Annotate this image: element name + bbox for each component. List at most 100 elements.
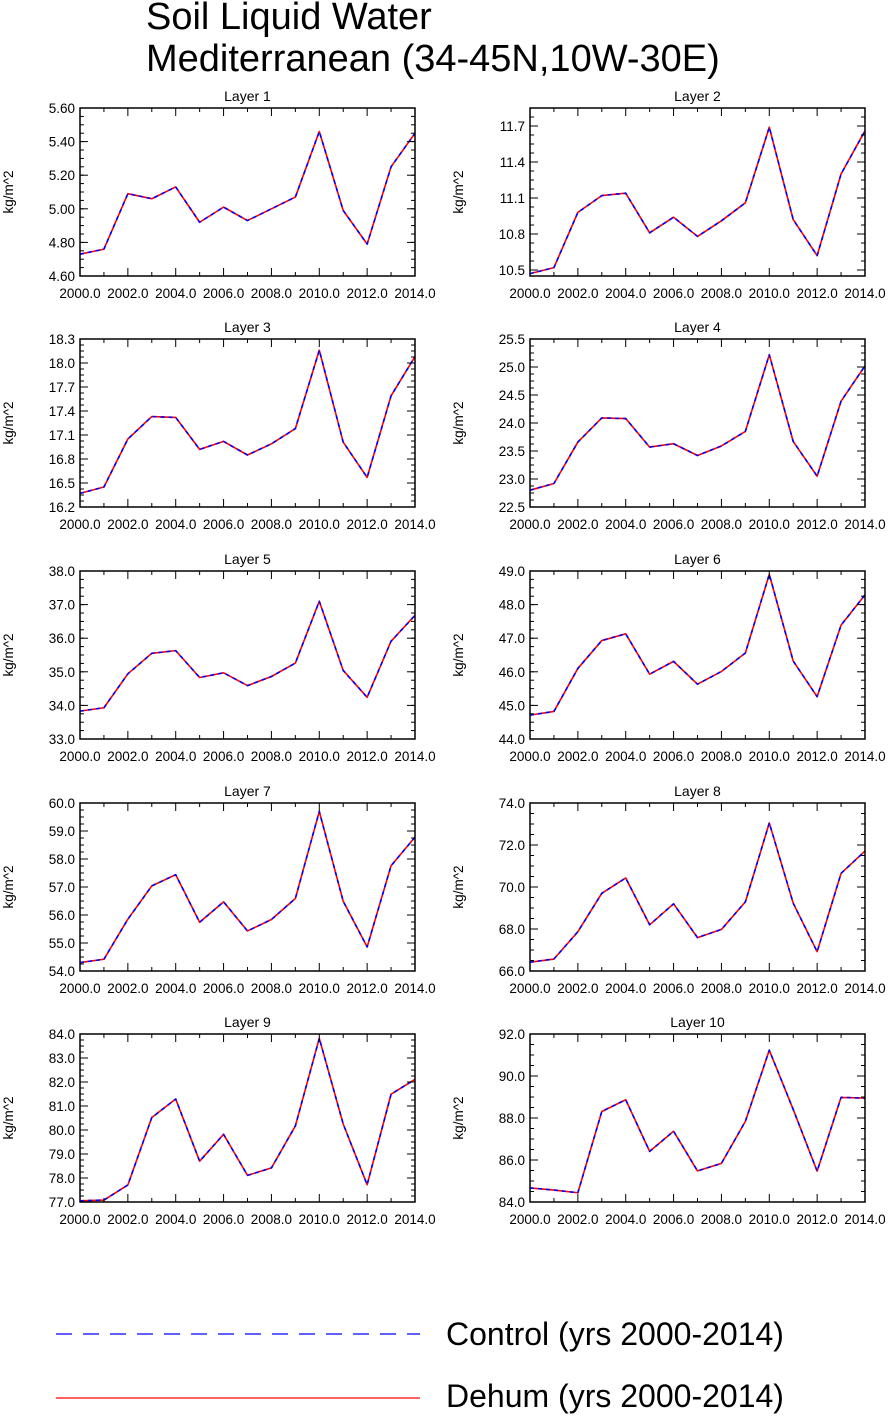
layer-1-title: Layer 1 xyxy=(224,88,271,104)
layer-9-control-line xyxy=(79,1037,416,1202)
layer-8-ytick-label: 74.0 xyxy=(499,796,525,811)
layer-8-dehum-line xyxy=(529,822,866,963)
layer-1-xtick-label: 2004.0 xyxy=(155,286,196,301)
layer-2-ytick-label: 10.8 xyxy=(499,227,525,242)
layer-10-xtick-label: 2000.0 xyxy=(509,1212,550,1227)
layer-3-ylabel: kg/m^2 xyxy=(1,401,16,444)
layer-8-title: Layer 8 xyxy=(674,783,721,799)
layer-2-xtick-label: 2010.0 xyxy=(749,286,790,301)
layer-8-ytick-label: 70.0 xyxy=(499,880,525,895)
layer-7-title: Layer 7 xyxy=(224,783,271,799)
layer-3-xtick-label: 2008.0 xyxy=(251,517,292,532)
layer-8-xtick-label: 2014.0 xyxy=(844,981,885,996)
layer-3-xtick-label: 2000.0 xyxy=(59,517,100,532)
layer-9-title: Layer 9 xyxy=(224,1014,271,1030)
legend: Control (yrs 2000-2014) Dehum (yrs 2000-… xyxy=(56,1316,784,1414)
layer-5-xtick-label: 2010.0 xyxy=(299,749,340,764)
layer-3-ytick-label: 17.7 xyxy=(49,380,75,395)
layer-7-panel: 2000.0 2002.0 2004.0 2006.0 2008.0 2010.0 2012… xyxy=(1,783,436,996)
layer-6-ytick-label: 46.0 xyxy=(499,665,525,680)
layer-2-xtick-label: 2012.0 xyxy=(796,286,837,301)
layer-3-plot-frame xyxy=(79,338,416,508)
layer-8-ylabel: kg/m^2 xyxy=(451,865,466,908)
layer-9-ytick-label: 81.0 xyxy=(49,1099,75,1114)
layer-7-ytick-label: 56.0 xyxy=(49,908,75,923)
layer-5-xtick-label: 2000.0 xyxy=(59,749,100,764)
layer-7-xtick-label: 2000.0 xyxy=(59,981,100,996)
layer-7-xtick-label: 2014.0 xyxy=(394,981,435,996)
layer-5-xtick-label: 2008.0 xyxy=(251,749,292,764)
layer-7-xtick-label: 2010.0 xyxy=(299,981,340,996)
layer-4-ytick-label: 23.5 xyxy=(499,444,525,459)
layer-2-title: Layer 2 xyxy=(674,88,721,104)
layer-1-xtick-label: 2012.0 xyxy=(346,286,387,301)
layer-3-xtick-label: 2002.0 xyxy=(107,517,148,532)
layer-7-xtick-label: 2012.0 xyxy=(346,981,387,996)
chart-title: Soil Liquid Water Mediterranean (34-45N,… xyxy=(146,0,720,80)
layer-2-ytick-label: 11.1 xyxy=(500,191,525,206)
layer-10-plot-frame xyxy=(529,1033,866,1203)
layer-5-ytick-label: 34.0 xyxy=(49,698,75,713)
layer-1-ytick-label: 5.60 xyxy=(49,101,75,116)
layer-6-xtick-label: 2002.0 xyxy=(557,749,598,764)
layer-3-ytick-label: 16.8 xyxy=(49,452,75,467)
legend-label-dehum: Dehum (yrs 2000-2014) xyxy=(446,1378,784,1414)
layer-4-ylabel: kg/m^2 xyxy=(451,401,466,444)
layer-5-ytick-label: 33.0 xyxy=(49,732,75,747)
layer-3-ytick-label: 17.1 xyxy=(49,428,75,443)
layer-8-xtick-label: 2010.0 xyxy=(749,981,790,996)
layer-3-ytick-label: 18.3 xyxy=(49,332,75,347)
layer-7-xtick-label: 2006.0 xyxy=(203,981,244,996)
layer-4-ytick-label: 25.5 xyxy=(499,332,525,347)
layer-7-ytick-label: 55.0 xyxy=(49,936,75,951)
layer-3-ytick-label: 17.4 xyxy=(49,404,76,419)
layer-7-ytick-label: 60.0 xyxy=(49,796,75,811)
layer-2-ytick-label: 11.4 xyxy=(500,155,526,170)
layer-4-ytick-label: 23.0 xyxy=(499,472,525,487)
layer-6-xtick-label: 2010.0 xyxy=(749,749,790,764)
layer-6-xtick-label: 2012.0 xyxy=(796,749,837,764)
layer-1-xtick-label: 2006.0 xyxy=(203,286,244,301)
layer-8-xtick-label: 2004.0 xyxy=(605,981,646,996)
layer-7-ytick-label: 58.0 xyxy=(49,852,75,867)
layer-9-xtick-label: 2014.0 xyxy=(394,1212,435,1227)
layer-9-dehum-line xyxy=(79,1037,416,1202)
layer-6-ytick-label: 45.0 xyxy=(499,698,525,713)
layer-10-panel: 2000.0 2002.0 2004.0 2006.0 2008.0 2010.0 2012… xyxy=(451,1014,886,1227)
layer-1-panel: 2000.0 2002.0 2004.0 2006.0 2008.0 2010.0 2012… xyxy=(1,88,436,301)
layer-10-xtick-label: 2002.0 xyxy=(557,1212,598,1227)
layer-5-ytick-label: 37.0 xyxy=(49,598,75,613)
layer-6-xtick-label: 2000.0 xyxy=(509,749,550,764)
layer-9-ylabel: kg/m^2 xyxy=(1,1096,16,1139)
layer-4-xtick-label: 2006.0 xyxy=(653,517,694,532)
layer-1-xtick-label: 2010.0 xyxy=(299,286,340,301)
layer-8-ytick-label: 66.0 xyxy=(499,964,525,979)
layer-1-dehum-line xyxy=(79,130,416,255)
layer-9-ytick-label: 79.0 xyxy=(49,1147,75,1162)
layer-2-xtick-label: 2000.0 xyxy=(509,286,550,301)
layer-3-ytick-label: 16.5 xyxy=(49,476,75,491)
layer-3-xtick-label: 2010.0 xyxy=(299,517,340,532)
layer-1-xtick-label: 2000.0 xyxy=(59,286,100,301)
layer-8-control-line xyxy=(529,822,866,963)
layer-3-ytick-label: 16.2 xyxy=(49,500,75,515)
title-line-2: Mediterranean (34-45N,10W-30E) xyxy=(146,38,720,80)
layer-8-xtick-label: 2000.0 xyxy=(509,981,550,996)
layer-5-ytick-label: 35.0 xyxy=(49,665,75,680)
layer-8-ytick-label: 72.0 xyxy=(499,838,525,853)
layer-5-xtick-label: 2006.0 xyxy=(203,749,244,764)
panels-group: 2000.0 2002.0 2004.0 2006.0 2008.0 2010.0 2012… xyxy=(1,88,886,1227)
layer-2-ylabel: kg/m^2 xyxy=(451,170,466,213)
layer-9-ytick-label: 80.0 xyxy=(49,1123,75,1138)
layer-4-plot-frame xyxy=(529,338,866,508)
layer-10-xtick-label: 2006.0 xyxy=(653,1212,694,1227)
layer-6-ytick-label: 47.0 xyxy=(499,631,525,646)
layer-3-xtick-label: 2012.0 xyxy=(346,517,387,532)
layer-10-dehum-line xyxy=(529,1049,866,1194)
layer-4-ytick-label: 24.0 xyxy=(499,416,525,431)
layer-10-title: Layer 10 xyxy=(670,1014,725,1030)
layer-8-ytick-label: 68.0 xyxy=(499,922,525,937)
layer-4-ytick-label: 24.5 xyxy=(499,388,525,403)
layer-7-control-line xyxy=(79,810,416,964)
layer-4-panel: 2000.0 2002.0 2004.0 2006.0 2008.0 2010.0 2012… xyxy=(451,319,886,532)
